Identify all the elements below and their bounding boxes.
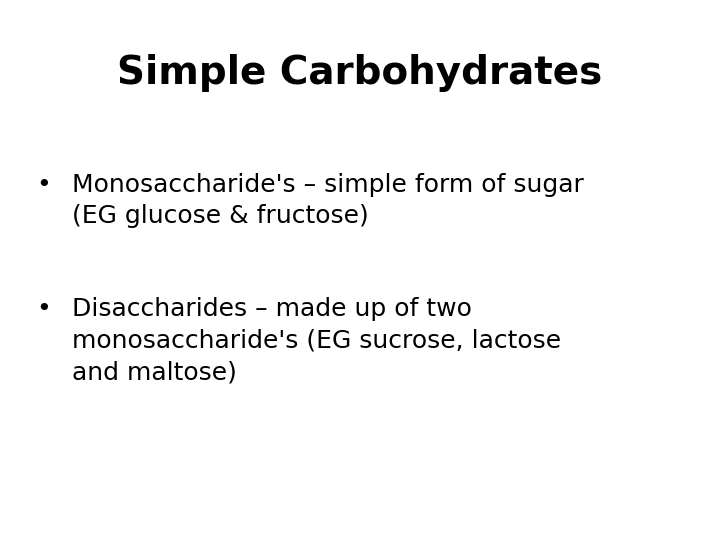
Text: •: • <box>36 297 50 321</box>
Text: Monosaccharide's – simple form of sugar
(EG glucose & fructose): Monosaccharide's – simple form of sugar … <box>72 173 584 228</box>
Text: Simple Carbohydrates: Simple Carbohydrates <box>117 54 603 92</box>
Text: •: • <box>36 173 50 197</box>
Text: Disaccharides – made up of two
monosaccharide's (EG sucrose, lactose
and maltose: Disaccharides – made up of two monosacch… <box>72 297 561 384</box>
